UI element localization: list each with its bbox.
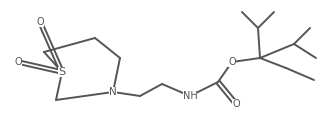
Text: NH: NH <box>183 91 197 101</box>
Text: N: N <box>109 87 117 97</box>
Text: S: S <box>58 67 66 77</box>
Text: O: O <box>232 99 240 109</box>
Text: O: O <box>14 57 22 67</box>
Text: O: O <box>228 57 236 67</box>
Text: O: O <box>36 17 44 27</box>
